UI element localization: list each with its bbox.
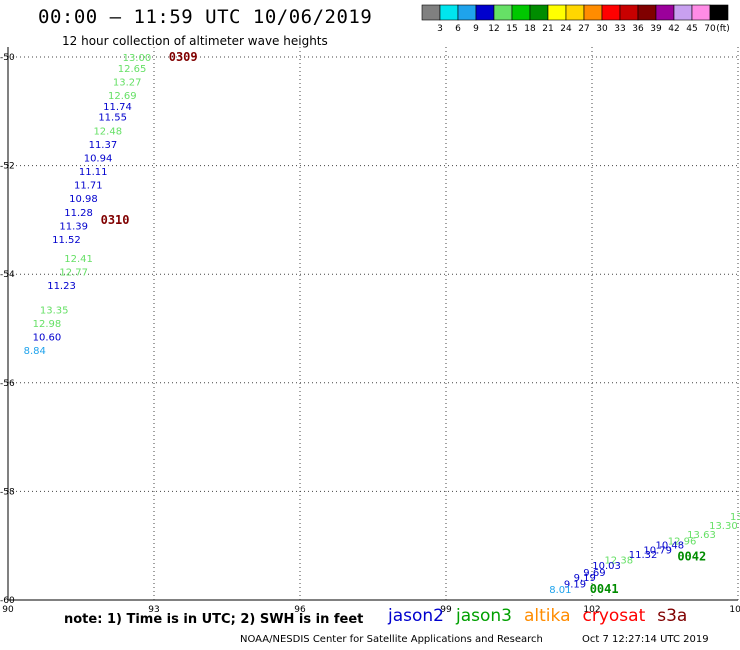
data-point-label: 10.98 — [69, 194, 98, 205]
pass-time-label: 0309 — [169, 50, 198, 64]
data-point-label: 13.30 — [709, 521, 738, 532]
legend-swatch — [601, 4, 621, 21]
data-point-label: 11.71 — [74, 181, 103, 192]
pass-time-label: 0042 — [677, 550, 706, 564]
legend-swatch — [529, 4, 549, 21]
legend-swatch-label: 36 — [632, 24, 644, 34]
legend-swatch-label: 24 — [560, 24, 572, 34]
data-point-label: 10.03 — [592, 561, 621, 572]
legend-swatch — [619, 4, 639, 21]
x-tick-label: 93 — [148, 605, 159, 615]
legend-swatch-label: 45 — [686, 24, 697, 34]
x-tick-label: 102 — [583, 605, 600, 615]
mission-s3a: s3a — [657, 606, 688, 626]
legend-swatch — [457, 4, 477, 21]
data-point-label: 8.84 — [24, 346, 46, 357]
legend-swatch-label: 30 — [596, 24, 608, 34]
data-point-label: 9.19 — [564, 580, 586, 591]
pass-time-label: 0310 — [101, 213, 130, 227]
mission-legend: jason2 jason3 altika cryosat s3a — [388, 606, 699, 626]
y-tick-label: -56 — [0, 379, 15, 389]
legend-swatch — [691, 4, 711, 21]
data-point-label: 11.39 — [59, 221, 88, 232]
x-tick-label: 96 — [294, 605, 306, 615]
data-point-label: 12.38 — [604, 555, 633, 566]
legend-swatch — [493, 4, 513, 21]
mission-jason2: jason2 — [388, 606, 444, 626]
y-tick-label: -54 — [0, 270, 15, 280]
data-point-label: 11.74 — [103, 102, 132, 113]
x-tick-label: 105 — [729, 605, 740, 615]
data-point-label: 11.11 — [79, 167, 108, 178]
credit-text: NOAA/NESDIS Center for Satellite Applica… — [240, 634, 543, 645]
data-point-label: 13.63 — [687, 530, 716, 541]
data-point-label: 12.48 — [93, 126, 122, 137]
data-point-label: 11.52 — [52, 235, 81, 246]
legend-swatch-label: 3 — [437, 24, 443, 34]
legend-swatch — [709, 4, 729, 21]
legend-swatch — [655, 4, 675, 21]
data-point-label: 10.94 — [84, 153, 113, 164]
data-point-label: 11.55 — [98, 113, 127, 124]
mission-jason3: jason3 — [456, 606, 512, 626]
legend-swatch-label: 21 — [542, 24, 553, 34]
legend-swatch-label: 9 — [473, 24, 479, 34]
data-point-label: 10.48 — [656, 541, 685, 552]
legend-swatch-label: 12 — [488, 24, 499, 34]
data-point-label: 11.23 — [47, 281, 76, 292]
legend-swatch-label: 27 — [578, 24, 589, 34]
legend-swatch — [475, 4, 495, 21]
data-point-label: 12.65 — [118, 64, 147, 75]
legend-swatch-label: 33 — [614, 24, 625, 34]
data-point-label: 13.27 — [113, 77, 142, 88]
x-tick-label: 90 — [2, 605, 14, 615]
legend-swatch-label: 70 — [704, 24, 716, 34]
data-point-label: 10.60 — [33, 333, 62, 344]
legend-swatch — [547, 4, 567, 21]
data-point-label: 11.37 — [89, 140, 118, 151]
legend-swatch — [511, 4, 531, 21]
legend-swatch-label: 42 — [668, 24, 679, 34]
legend-swatch — [583, 4, 603, 21]
data-point-label: 9.69 — [583, 568, 605, 579]
y-tick-label: -50 — [0, 53, 15, 63]
chart-title: 00:00 – 11:59 UTC 10/06/2019 — [38, 6, 373, 28]
legend-swatch-label: 39 — [650, 24, 662, 34]
data-point-label: 11.28 — [64, 208, 93, 219]
legend-swatch — [673, 4, 693, 21]
legend-swatch-label: 6 — [455, 24, 461, 34]
x-tick-label: 99 — [440, 605, 452, 615]
data-point-label: 11.32 — [629, 550, 658, 561]
data-point-label: 13.00 — [123, 53, 152, 64]
legend-swatch — [421, 4, 441, 21]
data-point-label: 12.41 — [64, 254, 93, 265]
data-point-label: 12.98 — [33, 319, 62, 330]
data-point-label: 12.77 — [59, 267, 88, 278]
mission-cryosat: cryosat — [582, 606, 646, 626]
y-tick-label: -60 — [0, 596, 15, 606]
legend-swatch — [439, 4, 459, 21]
pass-time-label: 0041 — [590, 582, 619, 596]
data-point-label: 9.19 — [574, 573, 596, 584]
y-tick-label: -58 — [0, 487, 15, 497]
legend-swatch — [565, 4, 585, 21]
data-point-label: 13.35 — [40, 305, 69, 316]
data-point-label: 8.01 — [549, 585, 571, 596]
legend-swatch-label: (ft) — [716, 24, 730, 34]
note-text: note: 1) Time is in UTC; 2) SWH is in fe… — [64, 612, 364, 627]
mission-altika: altika — [524, 606, 571, 626]
data-point-label: 10.79 — [643, 546, 672, 557]
legend-swatch-label: 15 — [506, 24, 517, 34]
legend-swatch — [637, 4, 657, 21]
timestamp-text: Oct 7 12:27:14 UTC 2019 — [582, 634, 709, 645]
legend-swatch-label: 18 — [524, 24, 536, 34]
data-point-label: 12.96 — [668, 536, 697, 547]
chart-subtitle: 12 hour collection of altimeter wave hei… — [62, 34, 328, 48]
data-point-label: 13. — [730, 512, 740, 523]
y-tick-label: -52 — [0, 162, 15, 172]
data-point-label: 12.69 — [108, 91, 137, 102]
